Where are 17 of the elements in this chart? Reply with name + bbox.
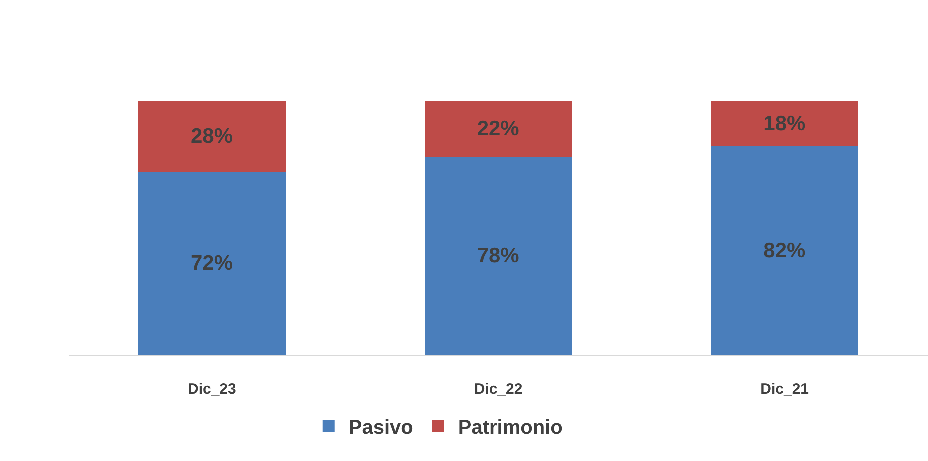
bar bbox=[424, 101, 572, 157]
data-label: 82% bbox=[764, 239, 806, 262]
x-tick-label: Dic_21 bbox=[760, 381, 810, 398]
legend-label: Patrimonio bbox=[458, 416, 563, 439]
bar bbox=[424, 156, 572, 355]
x-tick-label: Dic_23 bbox=[188, 381, 236, 398]
data-label: 78% bbox=[477, 244, 520, 268]
data-label: 72% bbox=[190, 252, 234, 276]
bar bbox=[711, 101, 859, 147]
data-label: 22% bbox=[477, 117, 520, 140]
x-tick-label: Dic_22 bbox=[474, 381, 523, 398]
data-label: 28% bbox=[190, 125, 234, 148]
bar bbox=[138, 172, 286, 355]
legend-label: Pasivo bbox=[348, 416, 414, 439]
data-label: 18% bbox=[764, 112, 806, 136]
bar bbox=[138, 101, 286, 172]
bar bbox=[711, 146, 859, 355]
